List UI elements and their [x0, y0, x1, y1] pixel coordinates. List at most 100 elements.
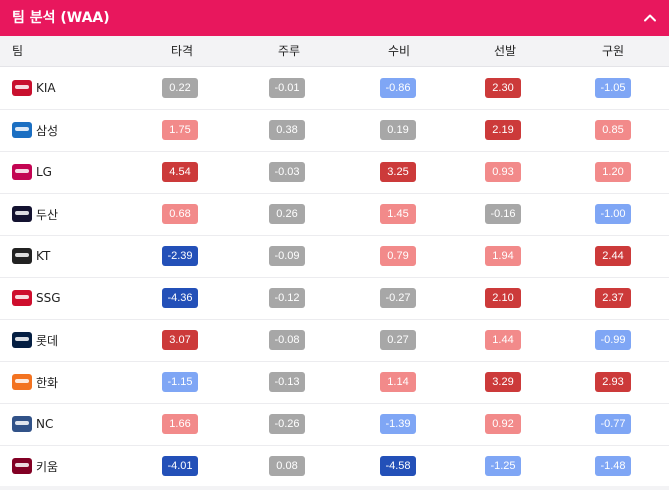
team-logo-icon	[12, 374, 32, 390]
waa-badge-relief-pitching: -0.77	[595, 414, 631, 434]
waa-badge-baserunning: 0.08	[269, 456, 305, 476]
column-header-baserunning: 주루	[277, 44, 301, 58]
waa-badge-starting-pitching: 2.10	[485, 288, 521, 308]
column-header-starting-pitching: 선발	[493, 44, 517, 58]
team-name: KIA	[36, 81, 56, 95]
team-name: LG	[36, 165, 52, 179]
table-row: 키움 -4.01 0.08 -4.58 -1.25 -1.48	[0, 445, 669, 488]
panel-title: 팀 분석 (WAA)	[12, 10, 110, 26]
team-cell[interactable]: NC	[12, 403, 53, 445]
waa-badge-defense: -0.27	[380, 288, 416, 308]
column-header-defense: 수비	[387, 44, 411, 58]
team-logo-icon	[12, 290, 32, 306]
team-logo-icon	[12, 164, 32, 180]
waa-badge-starting-pitching: 2.30	[485, 78, 521, 98]
waa-badge-defense: 0.27	[380, 330, 416, 350]
table-row: SSG -4.36 -0.12 -0.27 2.10 2.37	[0, 277, 669, 320]
column-header-team: 팀	[12, 44, 24, 58]
team-cell[interactable]: 삼성	[12, 109, 58, 151]
waa-badge-defense: 1.14	[380, 372, 416, 392]
waa-badge-starting-pitching: 0.93	[485, 162, 521, 182]
waa-badge-batting: 0.22	[162, 78, 198, 98]
waa-badge-relief-pitching: -0.99	[595, 330, 631, 350]
waa-badge-defense: -4.58	[380, 456, 416, 476]
team-name: 롯데	[36, 333, 59, 348]
waa-badge-defense: 0.19	[380, 120, 416, 140]
waa-badge-baserunning: -0.01	[269, 78, 305, 98]
waa-badge-defense: 1.45	[380, 204, 416, 224]
waa-badge-relief-pitching: -1.00	[595, 204, 631, 224]
waa-badge-batting: 1.75	[162, 120, 198, 140]
waa-badge-defense: -1.39	[380, 414, 416, 434]
team-name: NC	[36, 417, 54, 431]
table-header: 팀 타격 주루 수비 선발 구원	[0, 36, 669, 67]
team-cell[interactable]: KT	[12, 235, 50, 277]
waa-badge-baserunning: 0.38	[269, 120, 305, 140]
team-logo-icon	[12, 248, 32, 264]
team-name: SSG	[36, 291, 61, 305]
waa-badge-baserunning: -0.09	[269, 246, 305, 266]
table-row: KT -2.39 -0.09 0.79 1.94 2.44	[0, 235, 669, 278]
waa-badge-starting-pitching: 1.44	[485, 330, 521, 350]
column-header-batting: 타격	[170, 44, 194, 58]
waa-badge-relief-pitching: -1.48	[595, 456, 631, 476]
waa-badge-batting: -1.15	[162, 372, 198, 392]
team-name: 한화	[36, 375, 59, 390]
team-cell[interactable]: LG	[12, 151, 52, 193]
team-cell[interactable]: 키움	[12, 445, 58, 487]
waa-badge-starting-pitching: -0.16	[485, 204, 521, 224]
team-name: 두산	[36, 207, 59, 222]
waa-badge-baserunning: -0.26	[269, 414, 305, 434]
team-name: 키움	[36, 459, 59, 474]
team-cell[interactable]: SSG	[12, 277, 61, 319]
waa-badge-starting-pitching: -1.25	[485, 456, 521, 476]
panel-bottom-edge	[0, 486, 669, 490]
waa-badge-defense: -0.86	[380, 78, 416, 98]
waa-badge-starting-pitching: 3.29	[485, 372, 521, 392]
team-logo-icon	[12, 206, 32, 222]
team-cell[interactable]: 두산	[12, 193, 58, 235]
waa-badge-baserunning: 0.26	[269, 204, 305, 224]
waa-badge-relief-pitching: 2.93	[595, 372, 631, 392]
team-cell[interactable]: 롯데	[12, 319, 58, 361]
waa-badge-relief-pitching: 2.37	[595, 288, 631, 308]
waa-badge-batting: -4.36	[162, 288, 198, 308]
team-cell[interactable]: KIA	[12, 67, 56, 109]
team-logo-icon	[12, 122, 32, 138]
waa-badge-starting-pitching: 1.94	[485, 246, 521, 266]
table-row: 삼성 1.75 0.38 0.19 2.19 0.85	[0, 109, 669, 152]
team-logo-icon	[12, 458, 32, 474]
waa-badge-baserunning: -0.12	[269, 288, 305, 308]
table-row: 롯데 3.07 -0.08 0.27 1.44 -0.99	[0, 319, 669, 362]
waa-badge-batting: -4.01	[162, 456, 198, 476]
table-row: NC 1.66 -0.26 -1.39 0.92 -0.77	[0, 403, 669, 446]
table-row: LG 4.54 -0.03 3.25 0.93 1.20	[0, 151, 669, 194]
table-row: 두산 0.68 0.26 1.45 -0.16 -1.00	[0, 193, 669, 236]
team-logo-icon	[12, 80, 32, 96]
waa-badge-defense: 0.79	[380, 246, 416, 266]
waa-badge-relief-pitching: 2.44	[595, 246, 631, 266]
waa-badge-starting-pitching: 2.19	[485, 120, 521, 140]
table-row: KIA 0.22 -0.01 -0.86 2.30 -1.05	[0, 67, 669, 110]
team-cell[interactable]: 한화	[12, 361, 58, 403]
waa-badge-baserunning: -0.13	[269, 372, 305, 392]
team-name: KT	[36, 249, 51, 263]
waa-badge-baserunning: -0.03	[269, 162, 305, 182]
waa-badge-batting: 1.66	[162, 414, 198, 434]
waa-badge-batting: 0.68	[162, 204, 198, 224]
team-logo-icon	[12, 416, 32, 432]
panel-header[interactable]: 팀 분석 (WAA)	[0, 0, 669, 36]
waa-badge-defense: 3.25	[380, 162, 416, 182]
column-header-relief-pitching: 구원	[601, 44, 625, 58]
waa-badge-batting: 4.54	[162, 162, 198, 182]
waa-badge-relief-pitching: -1.05	[595, 78, 631, 98]
chevron-up-icon[interactable]	[641, 9, 659, 27]
waa-badge-batting: -2.39	[162, 246, 198, 266]
waa-badge-batting: 3.07	[162, 330, 198, 350]
waa-badge-relief-pitching: 1.20	[595, 162, 631, 182]
waa-badge-baserunning: -0.08	[269, 330, 305, 350]
waa-badge-relief-pitching: 0.85	[595, 120, 631, 140]
waa-badge-starting-pitching: 0.92	[485, 414, 521, 434]
table-row: 한화 -1.15 -0.13 1.14 3.29 2.93	[0, 361, 669, 404]
